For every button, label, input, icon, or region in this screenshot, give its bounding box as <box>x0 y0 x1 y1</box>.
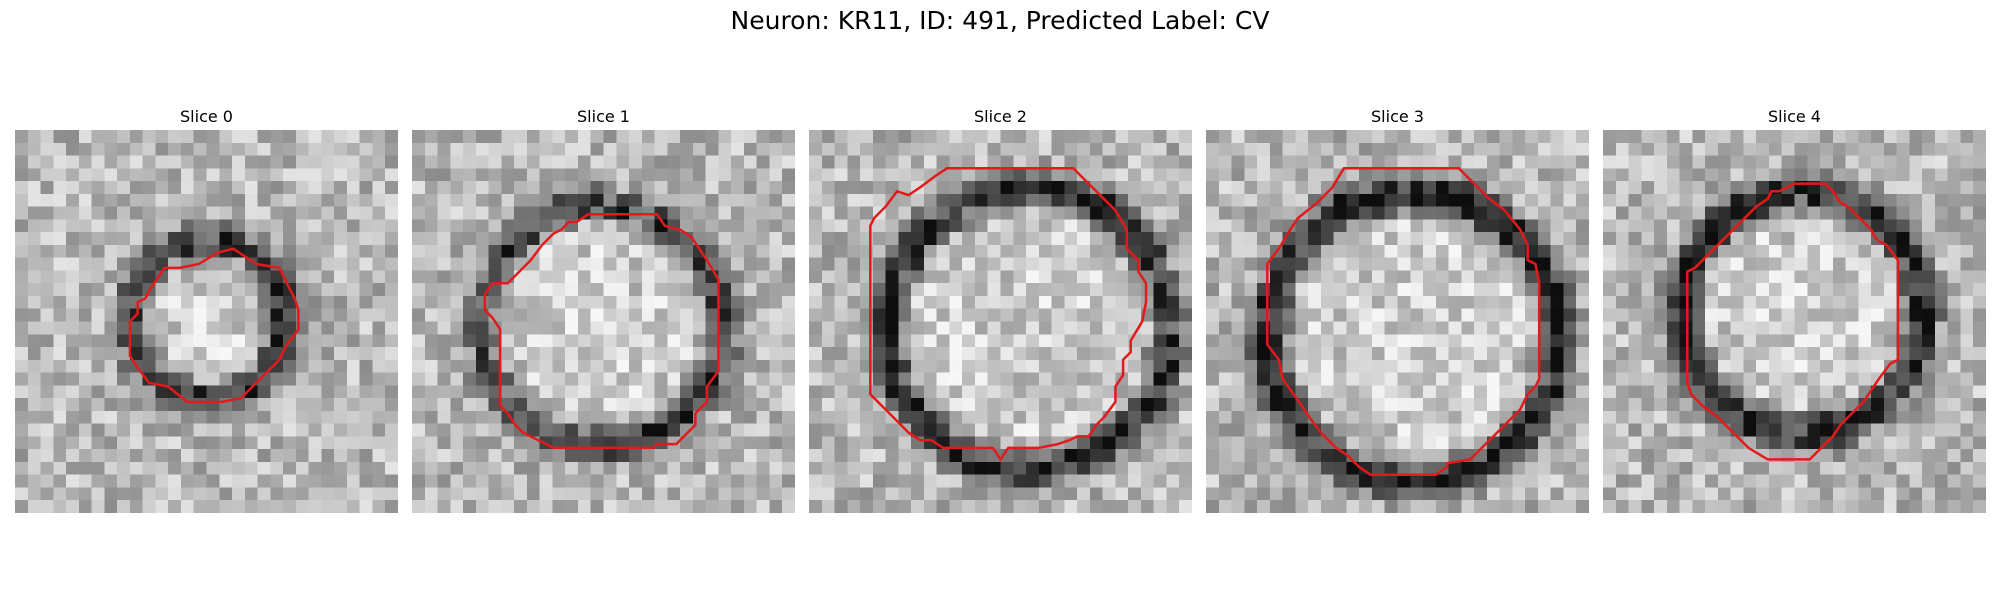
roi-contour <box>869 167 1148 462</box>
panel-slice-1: Slice 1 <box>412 104 795 513</box>
slice-image <box>1206 130 1589 513</box>
slice-image <box>1603 130 1986 513</box>
panel-slice-2: Slice 2 <box>809 104 1192 513</box>
panel-slice-0: Slice 0 <box>15 104 398 513</box>
roi-contour <box>1266 167 1541 476</box>
roi-contour <box>128 247 300 404</box>
panel-title: Slice 3 <box>1371 107 1424 126</box>
slice-image <box>15 130 398 513</box>
slice-image <box>809 130 1192 513</box>
panel-title: Slice 4 <box>1768 107 1821 126</box>
roi-contour <box>483 213 720 450</box>
panel-title: Slice 0 <box>180 107 233 126</box>
panel-slice-3: Slice 3 <box>1206 104 1589 513</box>
panel-slice-4: Slice 4 <box>1603 104 1986 513</box>
slice-image <box>412 130 795 513</box>
roi-contour <box>1686 182 1900 461</box>
panel-title: Slice 1 <box>577 107 630 126</box>
figure-title: Neuron: KR11, ID: 491, Predicted Label: … <box>730 6 1270 35</box>
panel-title: Slice 2 <box>974 107 1027 126</box>
